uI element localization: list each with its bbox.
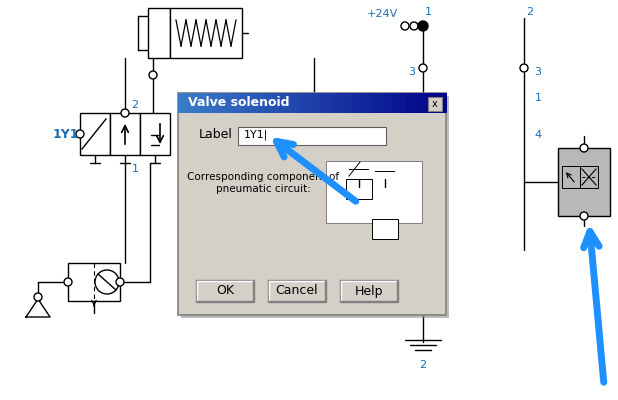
Text: 2: 2 [527,7,533,17]
Bar [326,93,332,113]
Bar [170,8,242,58]
Circle shape [419,64,427,72]
Bar [272,93,279,113]
Bar [185,93,192,113]
Bar [372,219,398,239]
Bar [426,93,433,113]
Text: Corresponding component of
pneumatic circuit:: Corresponding component of pneumatic cir… [187,172,339,194]
Circle shape [399,301,407,309]
Bar [346,179,372,199]
Text: 2: 2 [132,100,138,110]
Bar [399,93,406,113]
Bar [279,93,286,113]
Bar [211,93,219,113]
Bar [406,93,413,113]
Text: Label: Label [199,128,233,142]
Bar [372,93,379,113]
Bar [192,93,198,113]
Bar [359,93,366,113]
Bar [558,148,610,216]
Text: 3: 3 [408,67,415,77]
Bar [392,93,400,113]
Circle shape [64,278,72,286]
Bar [339,93,346,113]
Bar [265,93,273,113]
Text: 1Y1: 1Y1 [53,128,79,140]
Bar [245,93,252,113]
Circle shape [418,300,428,310]
Bar [110,113,140,155]
Bar [319,93,326,113]
Bar [268,280,326,302]
Circle shape [418,21,428,31]
Bar [218,93,226,113]
Bar [238,127,386,145]
Bar [178,93,446,315]
Circle shape [410,22,418,30]
Bar [352,93,360,113]
Circle shape [408,301,416,309]
Bar [379,93,386,113]
Bar [198,93,205,113]
Text: 4: 4 [535,130,541,140]
Bar [68,263,120,301]
Bar [419,93,426,113]
Circle shape [401,22,409,30]
Circle shape [149,71,157,79]
Bar [252,93,259,113]
Bar [181,96,449,318]
Bar [285,93,292,113]
Text: Cancel: Cancel [276,284,318,298]
Text: 3: 3 [535,67,541,77]
Bar [305,93,313,113]
Bar [239,93,245,113]
Bar [428,97,442,111]
Circle shape [580,144,588,152]
Bar [196,280,254,302]
Circle shape [121,109,129,117]
Bar [332,93,339,113]
Bar [80,113,110,155]
Bar [258,93,266,113]
Bar [140,113,170,155]
Bar [298,93,306,113]
Bar [345,93,353,113]
Text: 1Y1|: 1Y1| [244,130,268,140]
Text: Help: Help [355,284,383,298]
Text: +24V: +24V [366,9,397,19]
Circle shape [76,130,84,138]
Bar [412,93,420,113]
Bar [326,161,422,223]
Bar [292,93,299,113]
Bar [178,93,185,113]
Bar [580,166,598,188]
Bar [232,93,239,113]
Bar [439,93,446,113]
Bar [148,8,170,58]
Text: 1: 1 [132,164,138,174]
Text: 1: 1 [425,7,431,17]
Bar [205,93,212,113]
Circle shape [95,270,119,294]
Circle shape [116,278,124,286]
Bar [433,93,440,113]
Bar [562,166,580,188]
Circle shape [580,212,588,220]
Text: OK: OK [216,284,234,298]
Circle shape [34,293,42,301]
Bar [312,93,320,113]
Bar [386,93,393,113]
Bar [340,280,398,302]
Circle shape [520,64,528,72]
Bar [225,93,232,113]
Text: 2: 2 [420,360,426,370]
Text: x: x [432,99,438,109]
Text: 1: 1 [535,93,541,103]
Bar [366,93,373,113]
Text: Valve solenoid: Valve solenoid [188,96,289,110]
